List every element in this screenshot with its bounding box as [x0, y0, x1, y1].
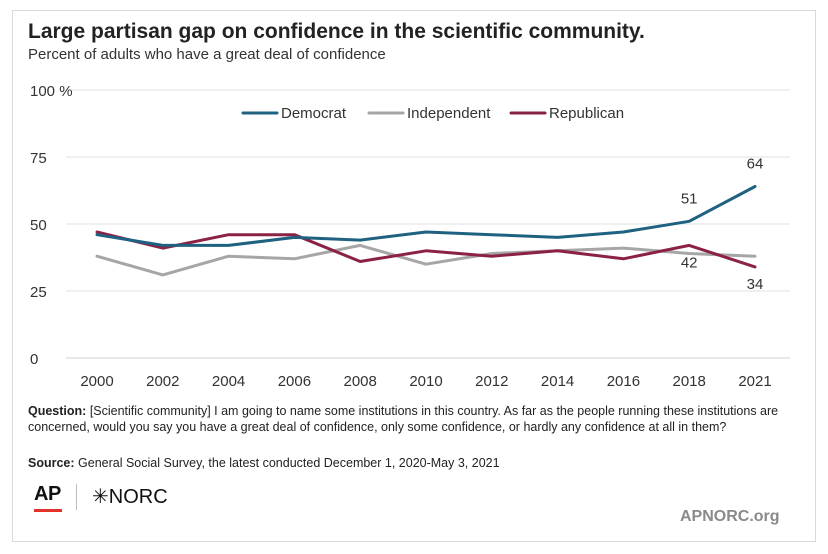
x-tick-label: 2014: [541, 373, 574, 390]
source-note: Source: General Social Survey, the lates…: [28, 456, 500, 470]
ap-logo: AP: [34, 483, 61, 505]
y-tick-label: 0: [30, 351, 38, 368]
legend-label-democrat: Democrat: [281, 105, 347, 122]
y-tick-label: 100 %: [30, 83, 73, 100]
x-tick-label: 2018: [673, 373, 706, 390]
x-tick-label: 2000: [80, 373, 113, 390]
chart-title: Large partisan gap on confidence in the …: [28, 20, 645, 43]
source-label: Source:: [28, 456, 75, 470]
data-label: 42: [681, 254, 698, 271]
x-tick-label: 2021: [738, 373, 771, 390]
question-text: [Scientific community] I am going to nam…: [28, 404, 779, 434]
line-chart: 0 25 50 75 100 % 2000 2002 2004 2006 2008 2010 2012…: [30, 83, 790, 390]
y-tick-label: 50: [30, 217, 47, 234]
question-label: Question:: [28, 404, 87, 418]
x-tick-label: 2016: [607, 373, 640, 390]
x-tick-label: 2002: [146, 373, 179, 390]
x-tick-label: 2008: [344, 373, 377, 390]
legend-label-republican: Republican: [549, 105, 624, 122]
series-line-independent: [95, 243, 757, 277]
series-line-democrat: [95, 185, 757, 247]
x-tick-label: 2004: [212, 373, 245, 390]
data-label: 51: [681, 190, 698, 207]
series-line-republican: [95, 230, 757, 269]
x-tick-label: 2012: [475, 373, 508, 390]
chart-subtitle: Percent of adults who have a great deal …: [28, 46, 386, 63]
source-text: General Social Survey, the latest conduc…: [74, 456, 500, 470]
footer-url: APNORC.org: [680, 508, 780, 525]
question-note: Question: [Scientific community] I am go…: [28, 403, 788, 435]
chart-card: [12, 10, 816, 542]
norc-logo: ✳NORC: [92, 486, 168, 508]
data-label: 64: [747, 155, 764, 172]
ap-logo-underline: [34, 509, 62, 512]
logo-divider: [76, 484, 77, 510]
y-tick-label: 25: [30, 284, 47, 301]
x-tick-label: 2006: [278, 373, 311, 390]
legend-label-independent: Independent: [407, 105, 491, 122]
y-tick-label: 75: [30, 150, 47, 167]
x-tick-label: 2010: [409, 373, 442, 390]
data-label: 34: [747, 276, 764, 293]
